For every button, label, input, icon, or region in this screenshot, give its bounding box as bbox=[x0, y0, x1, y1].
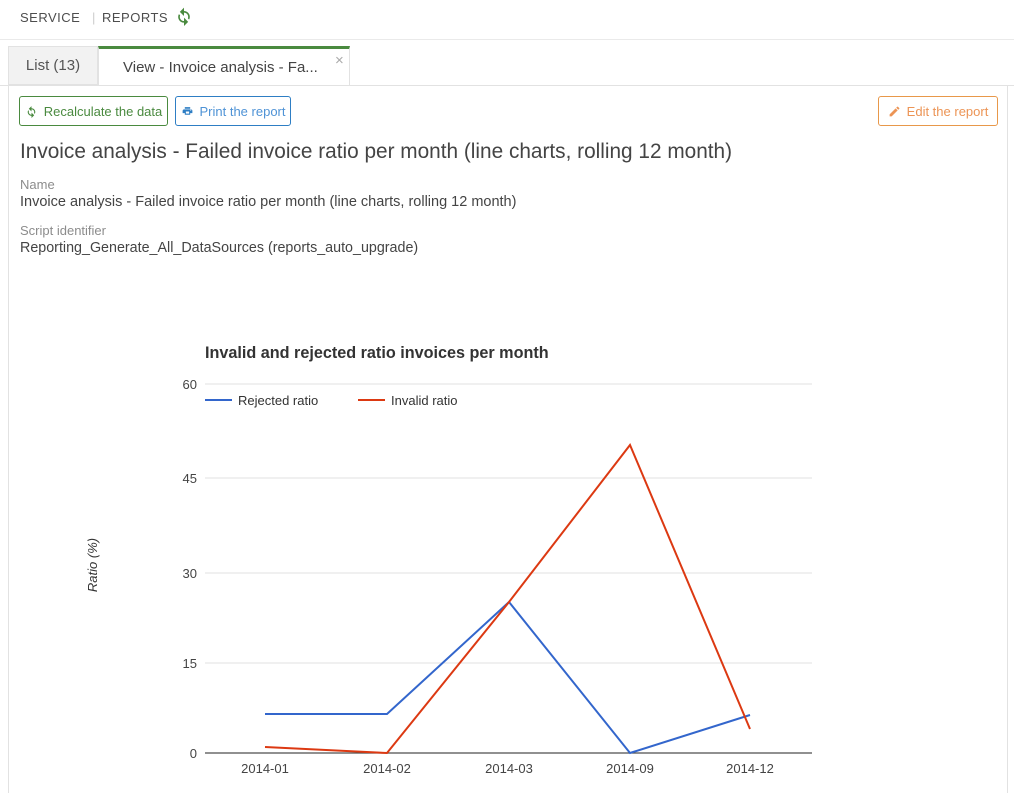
svg-text:Ratio (%): Ratio (%) bbox=[85, 538, 100, 592]
svg-text:Invalid and rejected ratio inv: Invalid and rejected ratio invoices per … bbox=[205, 344, 549, 362]
svg-text:30: 30 bbox=[183, 566, 197, 581]
svg-text:2014-12: 2014-12 bbox=[726, 761, 774, 776]
svg-text:15: 15 bbox=[183, 656, 197, 671]
svg-text:Rejected ratio: Rejected ratio bbox=[238, 393, 318, 408]
svg-text:Invalid ratio: Invalid ratio bbox=[391, 393, 457, 408]
svg-text:2014-02: 2014-02 bbox=[363, 761, 411, 776]
svg-text:2014-09: 2014-09 bbox=[606, 761, 654, 776]
svg-text:60: 60 bbox=[183, 377, 197, 392]
svg-text:0: 0 bbox=[190, 746, 197, 761]
svg-text:2014-03: 2014-03 bbox=[485, 761, 533, 776]
svg-text:45: 45 bbox=[183, 471, 197, 486]
svg-text:2014-01: 2014-01 bbox=[241, 761, 289, 776]
